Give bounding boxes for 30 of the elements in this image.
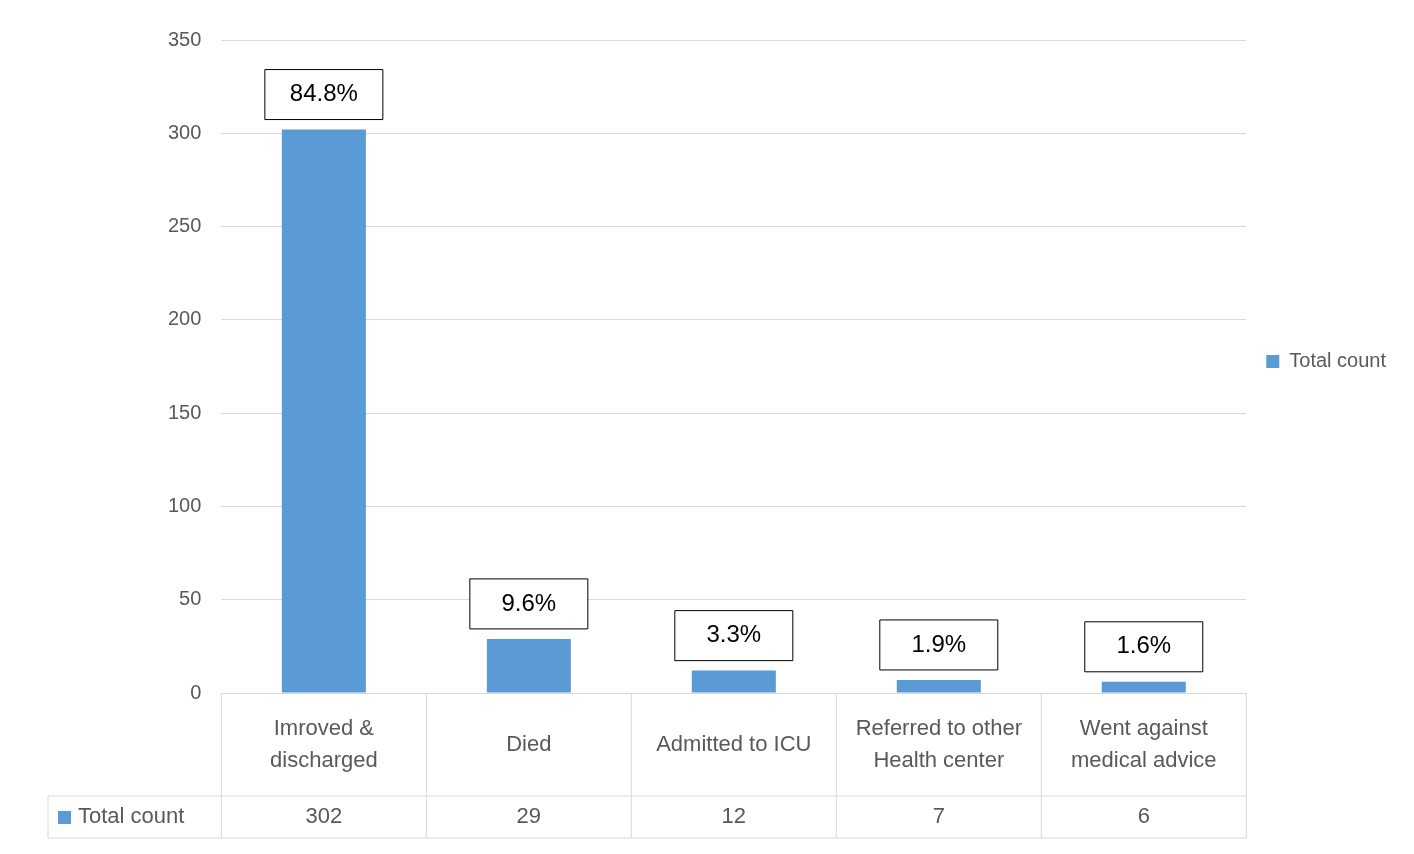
text: 1.6% [1116,631,1172,659]
legend-label: Total count [1289,349,1387,372]
x-tick-label: Admitted to ICU [656,730,812,756]
bar [896,679,981,693]
x-tick-label: Referred to other Health center [855,714,1022,772]
data-label: 29 [516,803,542,829]
data-label: 7 [932,803,945,829]
bar [1101,681,1186,693]
x-tick-label: Imroved & discharged [270,714,378,772]
y-tick-label: 250 [167,214,202,237]
bar [486,638,571,693]
bar [691,670,776,693]
text: 3.3% [706,620,762,648]
y-tick-label: 350 [167,27,202,50]
data-label: 6 [1137,803,1150,829]
x-tick-label: Died [506,730,552,756]
data-label: 12 [721,803,747,829]
y-tick-label: 200 [167,307,202,330]
text: Total count [78,803,185,829]
text: 84.8% [289,79,358,107]
y-tick-label: 300 [167,120,202,143]
text: 1.9% [911,629,967,657]
y-tick-label: 0 [190,680,202,703]
x-tick-label: Went against medical advice [1071,714,1217,772]
bar [281,129,366,693]
data-label: 302 [305,803,343,829]
y-tick-label: 100 [167,493,202,516]
text: 9.6% [501,588,557,616]
y-tick-label: 50 [179,587,202,610]
y-tick-label: 150 [167,400,202,423]
